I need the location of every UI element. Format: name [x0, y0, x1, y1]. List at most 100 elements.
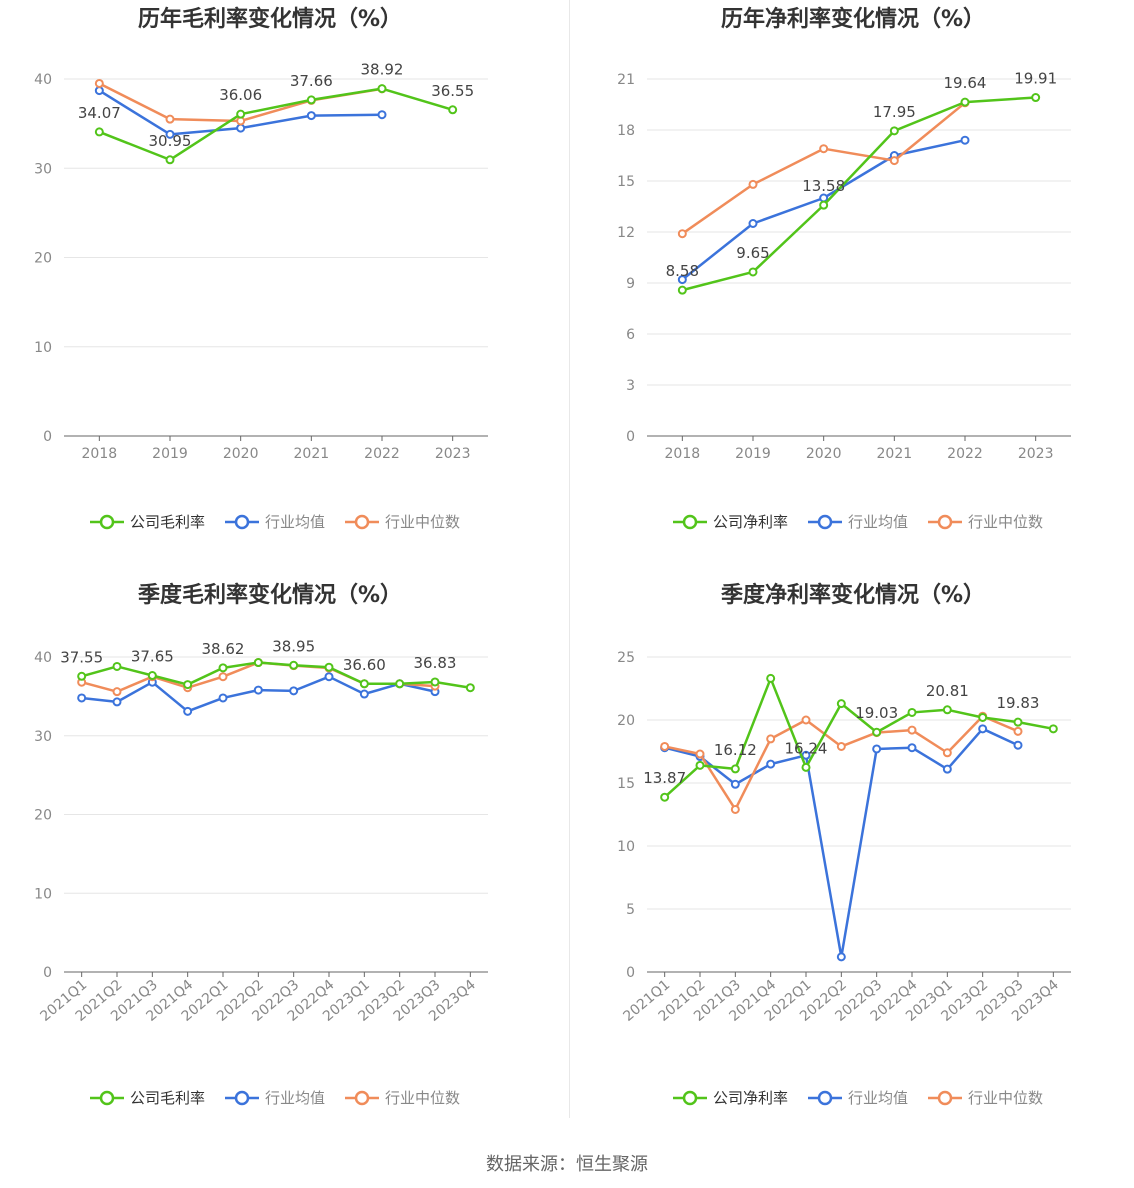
avg-point — [766, 759, 776, 769]
avg-point — [1013, 740, 1023, 750]
legend-item: 行业均值 — [225, 513, 325, 531]
legend-label: 公司净利率 — [713, 1089, 788, 1107]
legend-label: 公司净利率 — [713, 513, 788, 531]
median-series-line — [664, 714, 1019, 811]
chart-title: 季度毛利率变化情况（%） — [138, 582, 402, 608]
y-tick-label: 20 — [617, 713, 635, 729]
company-point — [218, 663, 228, 673]
company-point — [942, 705, 952, 715]
company-point — [448, 105, 458, 115]
median-point — [801, 715, 811, 725]
y-tick-label: 40 — [34, 72, 52, 88]
legend-marker — [99, 1090, 115, 1106]
median-point — [907, 725, 917, 735]
avg-point — [907, 743, 917, 753]
y-tick-label: 18 — [617, 123, 635, 139]
avg-point — [942, 764, 952, 774]
avg-point — [677, 275, 687, 285]
avg-point — [165, 129, 175, 139]
legend-label: 行业均值 — [848, 1089, 908, 1107]
data-label: 9.65 — [736, 244, 769, 262]
company-series-line — [81, 661, 471, 689]
company-point — [112, 661, 122, 671]
company-point — [695, 760, 705, 770]
avg-point — [872, 744, 882, 754]
data-label: 38.62 — [202, 640, 245, 658]
company-point — [677, 285, 687, 295]
data-label: 13.58 — [802, 177, 845, 195]
avg-point — [183, 706, 193, 716]
y-tick-label: 30 — [34, 729, 52, 745]
legend-marker — [682, 514, 698, 530]
annual-gross-margin-chart: 历年毛利率变化情况（%） 0 10 20 30 40 2018 2019 2020 2021 202… — [0, 0, 567, 576]
legend-label: 行业均值 — [265, 1089, 325, 1107]
company-point — [1031, 93, 1041, 103]
legend-label: 行业中位数 — [385, 1089, 460, 1107]
avg-point — [836, 952, 846, 962]
x-tick-label: 2019 — [735, 446, 771, 462]
company-point — [978, 712, 988, 722]
x-tick-label: 2023 — [435, 446, 471, 462]
company-point — [766, 673, 776, 683]
company-point — [819, 200, 829, 210]
legend-item: 行业均值 — [225, 1089, 325, 1107]
median-point — [1013, 726, 1023, 736]
company-point — [1013, 717, 1023, 727]
x-tick-label: 2020 — [223, 446, 259, 462]
avg-point — [960, 135, 970, 145]
company-point — [907, 707, 917, 717]
median-point — [94, 78, 104, 88]
data-label: 38.92 — [361, 61, 404, 79]
y-tick-label: 20 — [34, 251, 52, 267]
legend-item: 公司毛利率 — [90, 513, 205, 531]
data-label: 19.91 — [1014, 70, 1057, 88]
y-tick-label: 12 — [617, 225, 635, 241]
x-tick-label: 2019 — [152, 446, 188, 462]
company-point — [377, 84, 387, 94]
legend-marker — [682, 1090, 698, 1106]
company-point — [253, 658, 263, 668]
y-tick-label: 20 — [34, 808, 52, 824]
avg-point — [236, 123, 246, 133]
median-point — [766, 734, 776, 744]
avg-series-line — [664, 727, 1019, 959]
company-series-line — [98, 87, 454, 162]
data-label: 20.81 — [926, 682, 969, 700]
quarterly-net-margin-chart: 季度净利率变化情况（%） 0 5 10 15 20 25 2021Q1 2021Q2 2021Q3… — [583, 576, 1134, 1152]
data-label: 16.12 — [714, 741, 757, 759]
data-label: 34.07 — [78, 104, 121, 122]
legend-label: 行业中位数 — [385, 513, 460, 531]
company-point — [748, 267, 758, 277]
legend-label: 行业均值 — [848, 513, 908, 531]
y-tick-label: 21 — [617, 72, 635, 88]
data-label: 37.66 — [290, 72, 333, 90]
annual-net-margin-svg: 历年净利率变化情况（%） 0 3 6 9 12 15 18 21 2018 2019 2020 2021… — [617, 6, 1071, 531]
data-label: 8.58 — [666, 262, 699, 280]
chart-title: 季度净利率变化情况（%） — [721, 582, 985, 608]
company-point — [77, 671, 87, 681]
data-source: 数据来源：恒生聚源 — [486, 1154, 648, 1175]
company-point — [236, 109, 246, 119]
y-tick-label: 10 — [617, 839, 635, 855]
median-point — [218, 672, 228, 682]
x-tick-label: 2018 — [82, 446, 118, 462]
avg-point — [94, 86, 104, 96]
company-point — [94, 127, 104, 137]
avg-point — [377, 110, 387, 120]
legend-marker — [817, 514, 833, 530]
data-label: 19.03 — [855, 704, 898, 722]
data-label: 17.95 — [873, 103, 916, 121]
company-point — [165, 155, 175, 165]
chart-title: 历年毛利率变化情况（%） — [138, 6, 402, 32]
legend-item: 公司毛利率 — [90, 1089, 205, 1107]
median-point — [730, 804, 740, 814]
median-point — [819, 144, 829, 154]
y-tick-label: 10 — [34, 340, 52, 356]
data-label: 36.60 — [343, 656, 386, 674]
avg-point — [253, 685, 263, 695]
data-label: 36.55 — [431, 82, 474, 100]
y-tick-label: 3 — [626, 378, 635, 394]
legend-label: 行业中位数 — [968, 513, 1043, 531]
legend-item: 行业中位数 — [345, 513, 460, 531]
legend-item: 行业中位数 — [345, 1089, 460, 1107]
